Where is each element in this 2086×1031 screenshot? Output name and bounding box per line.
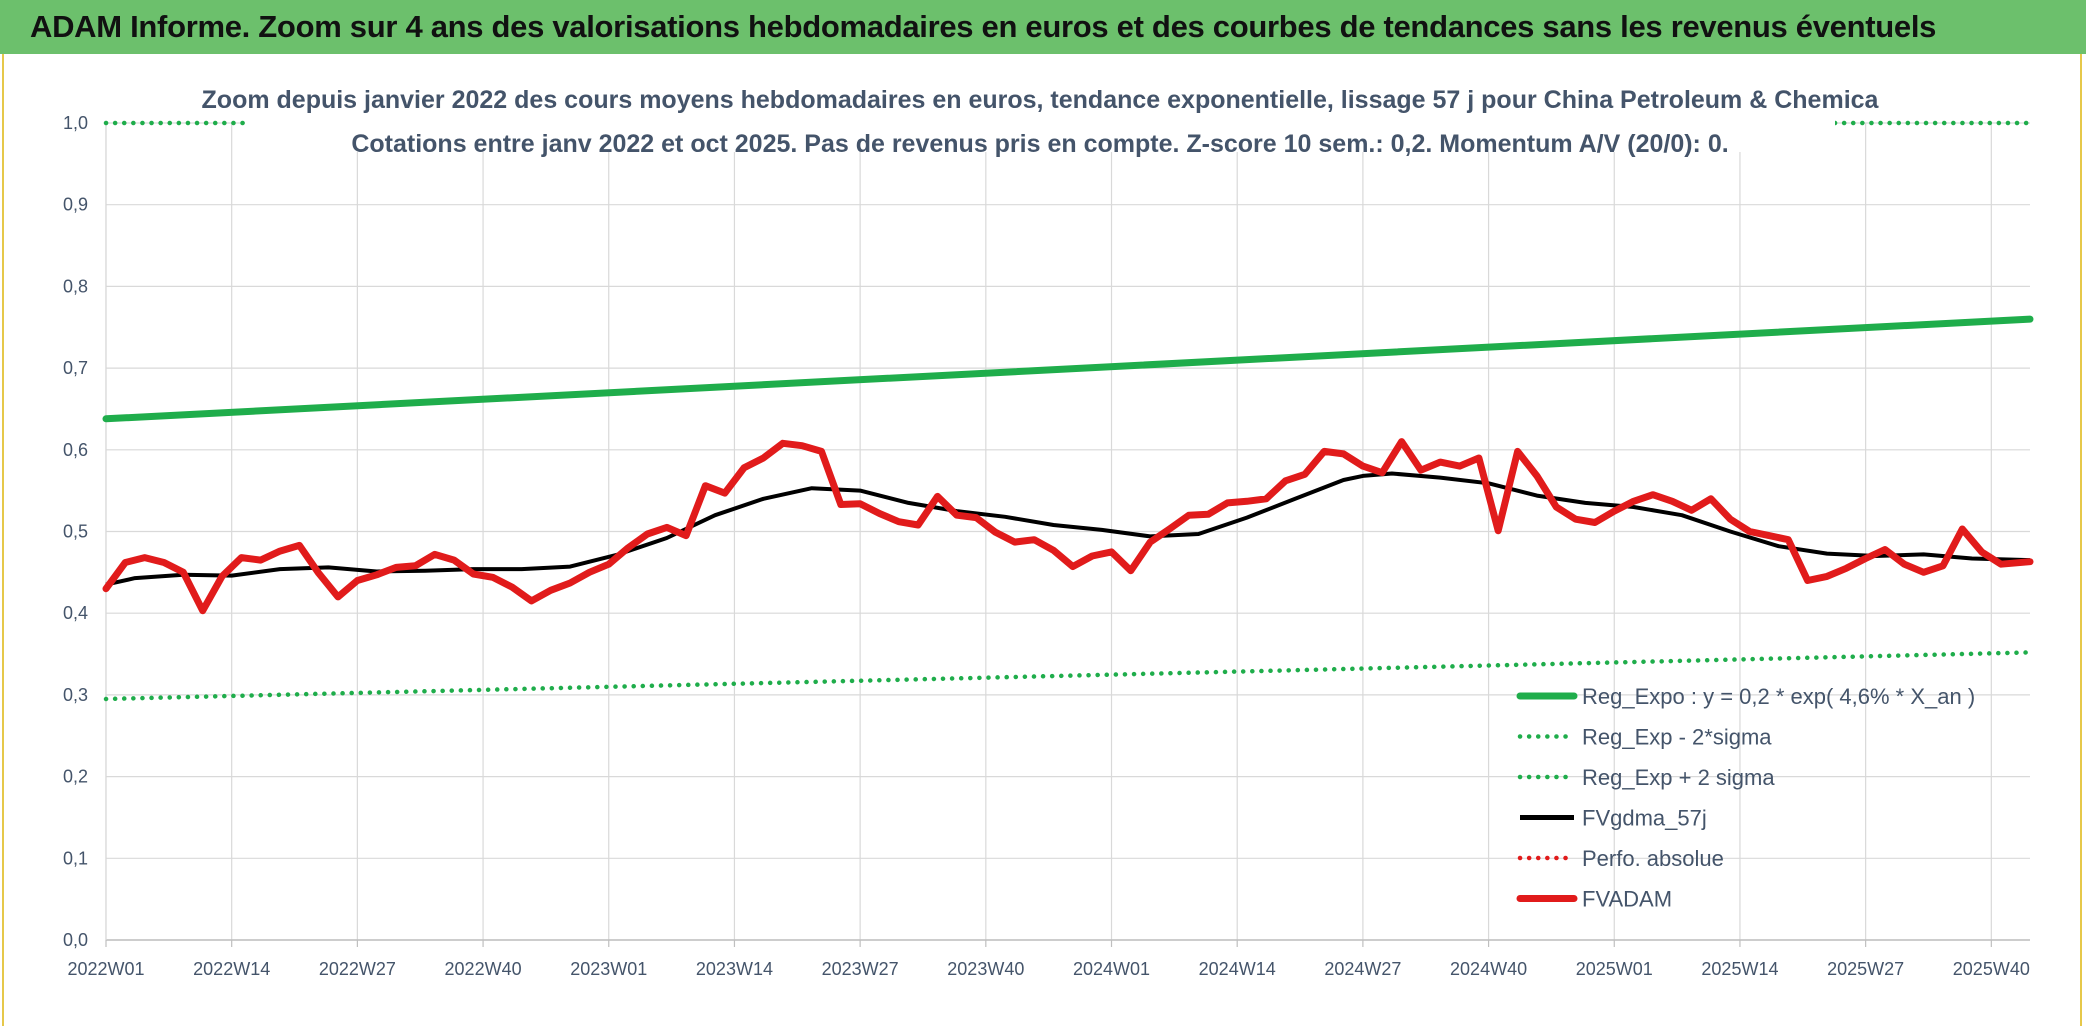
y-tick-label: 0,6 (63, 440, 88, 460)
y-tick-label: 0,1 (63, 848, 88, 868)
x-tick-label: 2024W01 (1073, 959, 1150, 979)
y-tick-label: 1,0 (63, 113, 88, 133)
x-tick-label: 2022W40 (445, 959, 522, 979)
subtitle-background (245, 80, 1835, 152)
series-line-1 (103, 650, 2033, 702)
series-line-3 (105, 471, 2031, 587)
x-tick-label: 2024W40 (1450, 959, 1527, 979)
x-tick-label: 2023W40 (947, 959, 1024, 979)
legend-label: Perfo. absolue (1582, 846, 1724, 871)
y-tick-label: 0,9 (63, 195, 88, 215)
x-tick-label: 2024W14 (1199, 959, 1276, 979)
report-title: ADAM Informe. Zoom sur 4 ans des valoris… (30, 9, 1937, 44)
x-tick-label: 2023W14 (696, 959, 773, 979)
y-tick-label: 0,3 (63, 685, 88, 705)
chart-frame (2, 54, 2082, 1026)
x-tick-label: 2025W40 (1953, 959, 2030, 979)
x-tick-label: 2023W27 (822, 959, 899, 979)
legend-label: Reg_Exp + 2 sigma (1582, 765, 1775, 790)
legend-label: FVADAM (1582, 887, 1672, 912)
series-layer (102, 120, 2034, 702)
x-tick-label: 2022W01 (67, 959, 144, 979)
legend-label: Reg_Exp - 2*sigma (1582, 725, 1772, 750)
x-tick-label: 2025W14 (1701, 959, 1778, 979)
legend-label: Reg_Expo : y = 0,2 * exp( 4,6% * X_an ) (1582, 684, 1975, 709)
series-line-0 (102, 315, 2034, 423)
x-tick-label: 2023W01 (570, 959, 647, 979)
x-tick-label: 2024W27 (1324, 959, 1401, 979)
chart-subtitle: Cotations entre janv 2022 et oct 2025. P… (351, 130, 1728, 158)
y-tick-label: 0,8 (63, 276, 88, 296)
x-tick-label: 2025W27 (1827, 959, 1904, 979)
y-tick-label: 0,2 (63, 767, 88, 787)
legend: Reg_Expo : y = 0,2 * exp( 4,6% * X_an ) R… (1516, 684, 1975, 912)
y-tick-label: 0,0 (63, 930, 88, 950)
chart-title: Zoom depuis janvier 2022 des cours moyen… (202, 86, 1880, 114)
x-tick-label: 2022W27 (319, 959, 396, 979)
legend-label: FVgdma_57j (1582, 806, 1707, 831)
report-title-banner: ADAM Informe. Zoom sur 4 ans des valoris… (0, 0, 2086, 54)
x-tick-label: 2022W14 (193, 959, 270, 979)
y-tick-label: 0,5 (63, 522, 88, 542)
x-tick-label: 2025W01 (1576, 959, 1653, 979)
y-tick-label: 0,7 (63, 358, 88, 378)
y-tick-label: 0,4 (63, 603, 88, 623)
tick-label-layer: 0,0 0,1 0,2 0,3 0,4 0,5 0,6 0,7 0,8 0,9 1,0 2022W01… (63, 113, 2030, 979)
series-line-5 (102, 438, 2034, 615)
